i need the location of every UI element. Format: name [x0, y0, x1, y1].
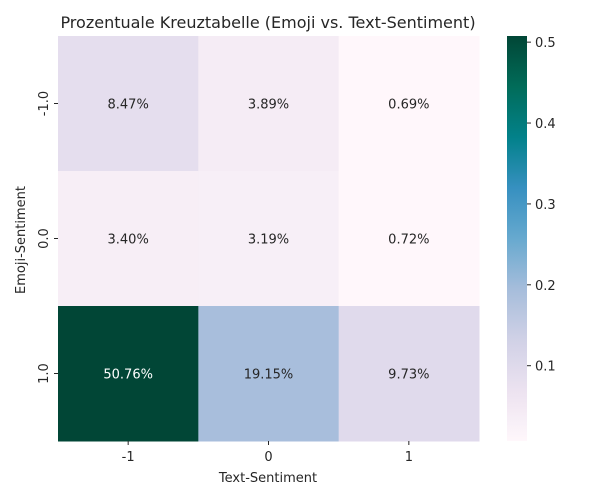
- x-axis: -1 0 1: [122, 441, 413, 465]
- y-tick-label: -1.0: [37, 91, 52, 116]
- cell-value-label: 3.40%: [108, 233, 149, 248]
- y-axis-label: Emoji-Sentiment: [14, 186, 29, 294]
- colorbar-tick-label: 0.2: [535, 279, 556, 294]
- x-tick-label: -1: [122, 450, 135, 465]
- heatmap-cell: [58, 36, 199, 172]
- y-axis: -1.0 0.0 1.0: [37, 91, 58, 384]
- x-tick-label: 0: [264, 450, 272, 465]
- heatmap-cell: [338, 36, 480, 172]
- colorbar-tick-label: 0.4: [535, 117, 556, 132]
- cell-value-label: 3.89%: [248, 98, 289, 113]
- x-axis-label: Text-Sentiment: [218, 471, 317, 486]
- heatmap-cell: [198, 306, 340, 442]
- heatmap-cell: [58, 171, 199, 307]
- cell-value-label: 0.69%: [388, 98, 429, 113]
- colorbar: 0.1 0.2 0.3 0.4 0.5: [507, 36, 556, 441]
- x-tick-label: 1: [405, 450, 413, 465]
- heatmap-cell: [198, 171, 340, 307]
- cell-value-label: 3.19%: [248, 233, 289, 248]
- heatmap-cell: [58, 306, 199, 442]
- heatmap-cell: [338, 306, 480, 442]
- heatmap-cell: [338, 171, 480, 307]
- colorbar-gradient: [507, 36, 527, 441]
- cell-value-label: 8.47%: [108, 98, 149, 113]
- cell-value-label: 0.72%: [388, 233, 429, 248]
- cell-value-label: 50.76%: [103, 368, 153, 383]
- colorbar-tick-label: 0.5: [535, 36, 556, 51]
- chart-title: Prozentuale Kreuztabelle (Emoji vs. Text…: [60, 13, 475, 32]
- cell-value-label: 19.15%: [244, 368, 294, 383]
- y-tick-label: 0.0: [37, 228, 52, 249]
- cell-value-label: 9.73%: [388, 368, 429, 383]
- heatmap-cells: 8.47% 3.89% 0.69% 3.40% 3.19% 0.72% 50.76% 19.1…: [58, 36, 480, 442]
- heatmap-cell: [198, 36, 340, 172]
- y-tick-label: 1.0: [37, 363, 52, 384]
- colorbar-tick-label: 0.3: [535, 198, 556, 213]
- colorbar-tick-label: 0.1: [535, 360, 556, 375]
